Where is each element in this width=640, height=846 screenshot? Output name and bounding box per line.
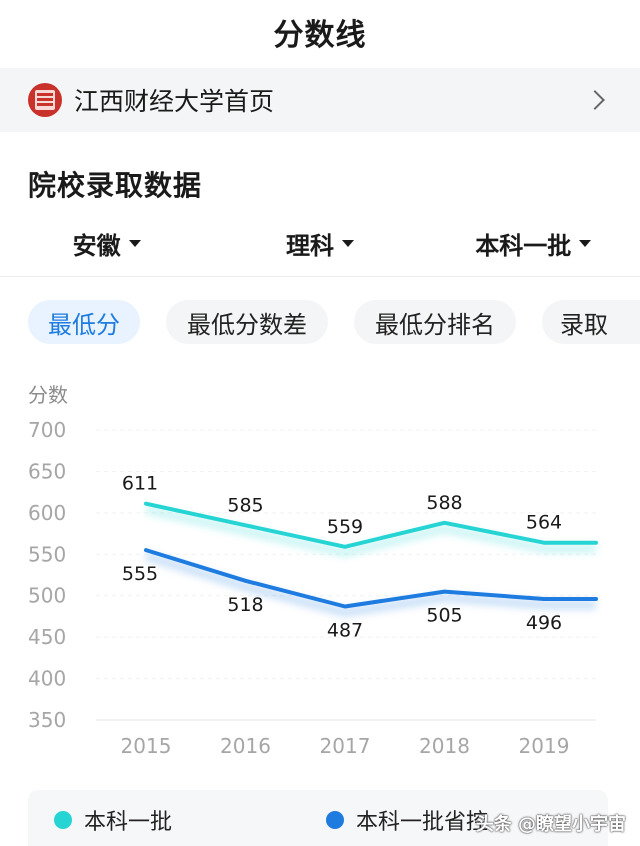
y-tick-label: 450	[28, 625, 66, 649]
data-label: 555	[122, 563, 158, 585]
y-tick-label: 600	[28, 501, 66, 525]
data-label: 559	[327, 516, 363, 538]
school-logo	[28, 83, 62, 117]
data-label: 496	[526, 612, 562, 634]
school-link[interactable]: 江西财经大学首页	[0, 68, 640, 132]
x-tick-label: 2015	[121, 734, 172, 758]
series-line-1	[144, 501, 598, 549]
caret-down-icon	[128, 239, 141, 247]
divider	[0, 276, 640, 277]
score-line-chart: 分数 700 650 600 550 500 450 400 350 2015 2016 2017 20…	[28, 383, 598, 758]
x-tick-label: 2018	[419, 734, 470, 758]
y-tick-label: 350	[28, 708, 66, 732]
legend-item-series-1: 本科一批	[54, 804, 172, 836]
legend-dot-series-1	[54, 811, 72, 829]
metric-tabs: 最低分 最低分数差 最低分排名 录取	[0, 300, 640, 346]
data-label: 564	[526, 512, 562, 534]
province-filter[interactable]: 安徽	[0, 218, 213, 268]
x-tick-label: 2017	[320, 734, 371, 758]
y-tick-label: 650	[28, 459, 66, 483]
y-axis-label: 分数	[28, 383, 68, 407]
y-tick-label: 400	[28, 667, 66, 691]
watermark: 头条 @瞭望小宇宙	[475, 814, 626, 835]
section-title: 院校录取数据	[28, 169, 203, 202]
chevron-right-icon	[585, 90, 605, 110]
batch-filter-label: 本科一批	[475, 231, 572, 260]
y-tick-label: 550	[28, 542, 66, 566]
series-line-glow	[144, 552, 596, 617]
data-label: 487	[327, 619, 363, 641]
series-line-2	[144, 548, 598, 609]
page-title: 分数线	[273, 18, 367, 53]
legend-label-series-1: 本科一批	[84, 810, 173, 835]
x-tick-label: 2019	[519, 734, 570, 758]
tab-min-score[interactable]: 最低分	[28, 300, 140, 344]
legend-dot-series-2	[326, 811, 344, 829]
y-tick-label: 500	[28, 584, 66, 608]
legend-label-series-2: 本科一批省控	[356, 810, 489, 835]
school-name: 江西财经大学首页	[74, 87, 275, 116]
province-filter-label: 安徽	[72, 231, 121, 260]
tab-admission[interactable]: 录取	[542, 300, 640, 344]
batch-filter[interactable]: 本科一批	[427, 218, 640, 268]
data-label: 588	[426, 492, 462, 514]
data-label: 505	[426, 605, 462, 627]
data-label: 518	[227, 594, 263, 616]
legend-item-series-2: 本科一批省控	[326, 804, 488, 836]
subject-filter[interactable]: 理科	[213, 218, 426, 268]
series-line-glow	[145, 505, 596, 557]
caret-down-icon	[579, 239, 592, 247]
y-tick-label: 700	[28, 418, 66, 442]
caret-down-icon	[341, 239, 354, 247]
subject-filter-label: 理科	[285, 231, 334, 260]
tab-min-score-diff[interactable]: 最低分数差	[166, 300, 328, 344]
tab-min-score-rank[interactable]: 最低分排名	[354, 300, 516, 344]
x-tick-label: 2016	[220, 734, 271, 758]
data-label: 585	[227, 494, 263, 516]
filter-bar: 安徽 理科 本科一批	[0, 218, 640, 268]
chart-legend: 本科一批 本科一批省控	[28, 790, 608, 846]
page-header: 分数线	[0, 0, 640, 64]
data-label: 611	[122, 473, 158, 495]
